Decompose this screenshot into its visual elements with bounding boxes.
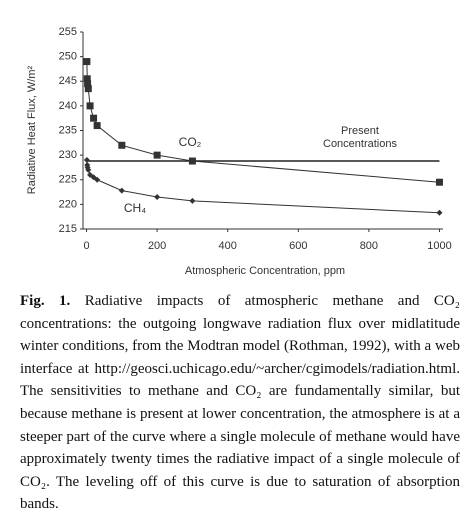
x-tick-label: 0 [83,240,89,252]
series-line [86,61,440,183]
square-marker [84,85,92,93]
diamond-marker [94,176,101,183]
caption-text: Radiative impacts of atmospheric methane… [20,293,460,513]
caption-label: Fig. 1. [20,293,71,309]
y-tick-label: 230 [59,149,77,161]
y-tick-label: 240 [59,100,77,112]
series-label: CO₂ [179,135,202,149]
diamond-marker [83,157,90,164]
x-tick-label: 800 [360,240,378,252]
diamond-marker [85,166,92,173]
y-tick-label: 225 [59,174,77,186]
square-marker [90,114,98,122]
diamond-marker [154,193,161,200]
chart: Atmospheric Concentration, ppm Radiative… [26,26,452,277]
y-axis-label: Radiative Heat Flux, W/m² [26,65,38,194]
square-marker [435,178,443,186]
x-tick-label: 1000 [427,240,451,252]
square-marker [93,122,101,130]
diamond-marker [189,197,196,204]
y-tick-label: 220 [59,198,77,210]
x-tick-label: 200 [148,240,166,252]
figure-caption: Fig. 1. Radiative impacts of atmospheric… [20,290,460,516]
y-tick-label: 255 [59,26,77,38]
square-marker [83,75,91,83]
series-label: CH₄ [124,201,146,215]
reference-label: Present [341,125,379,137]
x-axis-label: Atmospheric Concentration, ppm [185,265,345,277]
square-marker [86,102,94,110]
x-tick-label: 600 [289,240,307,252]
x-tick-label: 400 [219,240,237,252]
reference-label: Concentrations [323,138,397,150]
y-tick-label: 215 [59,223,77,235]
y-tick-label: 235 [59,124,77,136]
diamond-marker [436,209,443,216]
square-marker [84,80,92,88]
square-marker [83,58,91,66]
diamond-marker [118,187,125,194]
y-tick-label: 250 [59,51,77,63]
square-marker [153,151,161,159]
y-tick-label: 245 [59,75,77,87]
square-marker [118,141,126,149]
square-marker [188,157,196,165]
